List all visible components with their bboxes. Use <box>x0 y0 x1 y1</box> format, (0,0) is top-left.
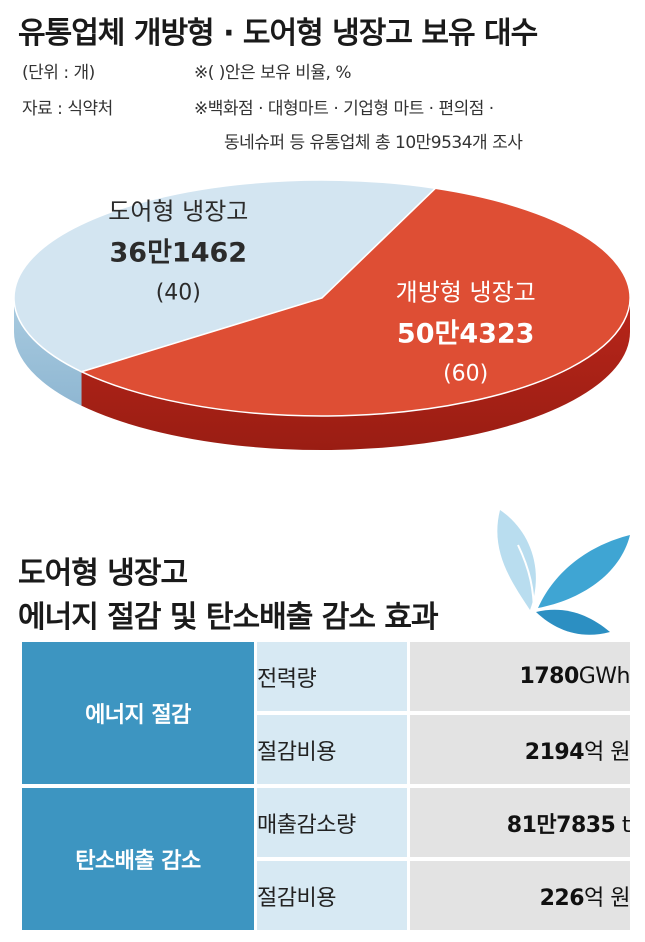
value-unit: 억 원 <box>584 739 630 765</box>
slice-name-label: 도어형 냉장고 <box>108 197 248 225</box>
value-number: 1780 <box>519 664 580 689</box>
effects-title-line2: 에너지 절감 및 탄소배출 감소 효과 <box>18 600 439 635</box>
category-carbon-reduction: 탄소배출 감소 <box>22 788 257 934</box>
item-label: 절감비용 <box>257 715 410 788</box>
effects-table: 에너지 절감 전력량 1780GWh 절감비용 2194억 원 탄소배출 감소 … <box>22 642 631 934</box>
value-number: 226 <box>539 885 585 911</box>
page-title: 유통업체 개방형 · 도어형 냉장고 보유 대수 <box>18 16 538 51</box>
pie-slice <box>79 187 631 417</box>
table-row: 에너지 절감 전력량 1780GWh <box>22 642 631 788</box>
value-number: 2194 <box>524 739 585 765</box>
pie-chart: 도어형 냉장고 36만1462 (40) 개방형 냉장고 50만4323 (60) <box>13 180 631 450</box>
table-row: 절감비용 2194억 원 <box>22 715 630 788</box>
slice-value-label: 50만4323 <box>397 319 535 350</box>
value-unit: t <box>615 812 631 838</box>
leaf-icon <box>497 510 630 635</box>
value-unit: 억 원 <box>584 885 630 911</box>
slice-value-label: 36만1462 <box>110 237 248 268</box>
slice-percent-label: (60) <box>443 362 488 387</box>
ratio-note: ※( )안은 보유 비율, % <box>194 63 352 83</box>
value-number: 81만7835 <box>506 812 616 838</box>
item-label: 절감비용 <box>257 861 410 934</box>
survey-note-line2: 동네슈퍼 등 유통업체 총 10만9534개 조사 <box>224 133 523 153</box>
unit-note: (단위 : 개) <box>22 63 95 83</box>
item-value: 2194억 원 <box>410 715 630 788</box>
value-unit: GWh <box>578 664 631 689</box>
table-row: 절감비용 226억 원 <box>22 861 630 934</box>
item-value: 226억 원 <box>410 861 630 934</box>
survey-note-line1: ※백화점 · 대형마트 · 기업형 마트 · 편의점 · <box>194 99 494 119</box>
table-row: 탄소배출 감소 매출감소량 81만7835 t <box>22 788 630 934</box>
slice-percent-label: (40) <box>156 280 201 305</box>
pie-slice <box>13 180 437 373</box>
item-label: 전력량 <box>257 642 410 715</box>
item-label: 매출감소량 <box>257 788 410 861</box>
item-value: 1780GWh <box>410 642 631 715</box>
source-note: 자료 : 식약처 <box>22 99 113 119</box>
slice-name-label: 개방형 냉장고 <box>396 279 536 307</box>
category-energy-saving: 에너지 절감 <box>22 642 257 788</box>
item-value: 81만7835 t <box>410 788 630 861</box>
effects-title-line1: 도어형 냉장고 <box>18 556 188 591</box>
pie-slice-side <box>81 298 630 450</box>
